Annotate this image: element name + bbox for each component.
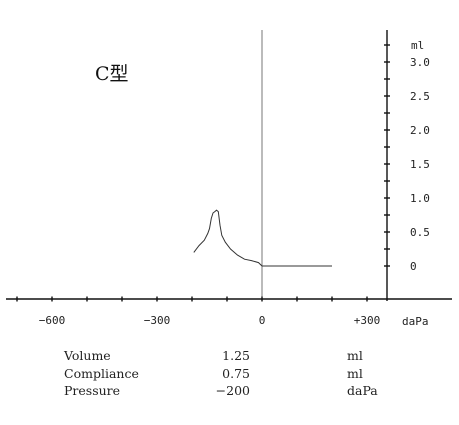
series bbox=[193, 209, 332, 267]
volume-unit: ml bbox=[347, 348, 363, 363]
reading-row-compliance: Compliance 0.75 ml bbox=[64, 366, 424, 384]
pressure-unit: daPa bbox=[347, 383, 378, 398]
tympanogram-curve bbox=[193, 209, 332, 267]
chart-annotation: C型 bbox=[95, 63, 129, 85]
y-tick-label: 2.5 bbox=[410, 90, 430, 103]
compliance-value: 0.75 bbox=[222, 365, 250, 381]
pressure-value: −200 bbox=[215, 383, 250, 398]
reading-row-volume: Volume 1.25 ml bbox=[64, 348, 424, 366]
x-tick-label: 0 bbox=[259, 314, 266, 327]
y-axis-unit-label: ml bbox=[411, 39, 424, 52]
readings-table: Volume 1.25 ml Compliance 0.75 ml Pressu… bbox=[64, 348, 424, 401]
volume-value: 1.25 bbox=[222, 348, 250, 363]
y-tick-label: 3.0 bbox=[410, 56, 430, 69]
x-tick-label: −300 bbox=[144, 314, 171, 327]
reading-row-pressure: Pressure −200 daPa bbox=[64, 383, 424, 401]
y-tick-label: 1.5 bbox=[410, 158, 430, 171]
x-tick-label: +300 bbox=[354, 314, 381, 327]
y-tick-label: 0.5 bbox=[410, 226, 430, 239]
y-tick-label: 2.0 bbox=[410, 124, 430, 137]
volume-label: Volume bbox=[64, 348, 111, 363]
y-tick-label: 1.0 bbox=[410, 192, 430, 205]
axes bbox=[6, 30, 452, 301]
ticks: −600 −300 0 +300 3.0 2.5 2.0 1.5 1.0 0.5 0 bbox=[16, 44, 430, 327]
y-tick-label: 0 bbox=[410, 260, 417, 273]
x-tick-label: −600 bbox=[39, 314, 66, 327]
pressure-label: Pressure bbox=[64, 383, 121, 398]
compliance-label: Compliance bbox=[64, 365, 139, 381]
x-axis-unit-label: daPa bbox=[402, 315, 429, 328]
compliance-unit: ml bbox=[347, 365, 363, 381]
